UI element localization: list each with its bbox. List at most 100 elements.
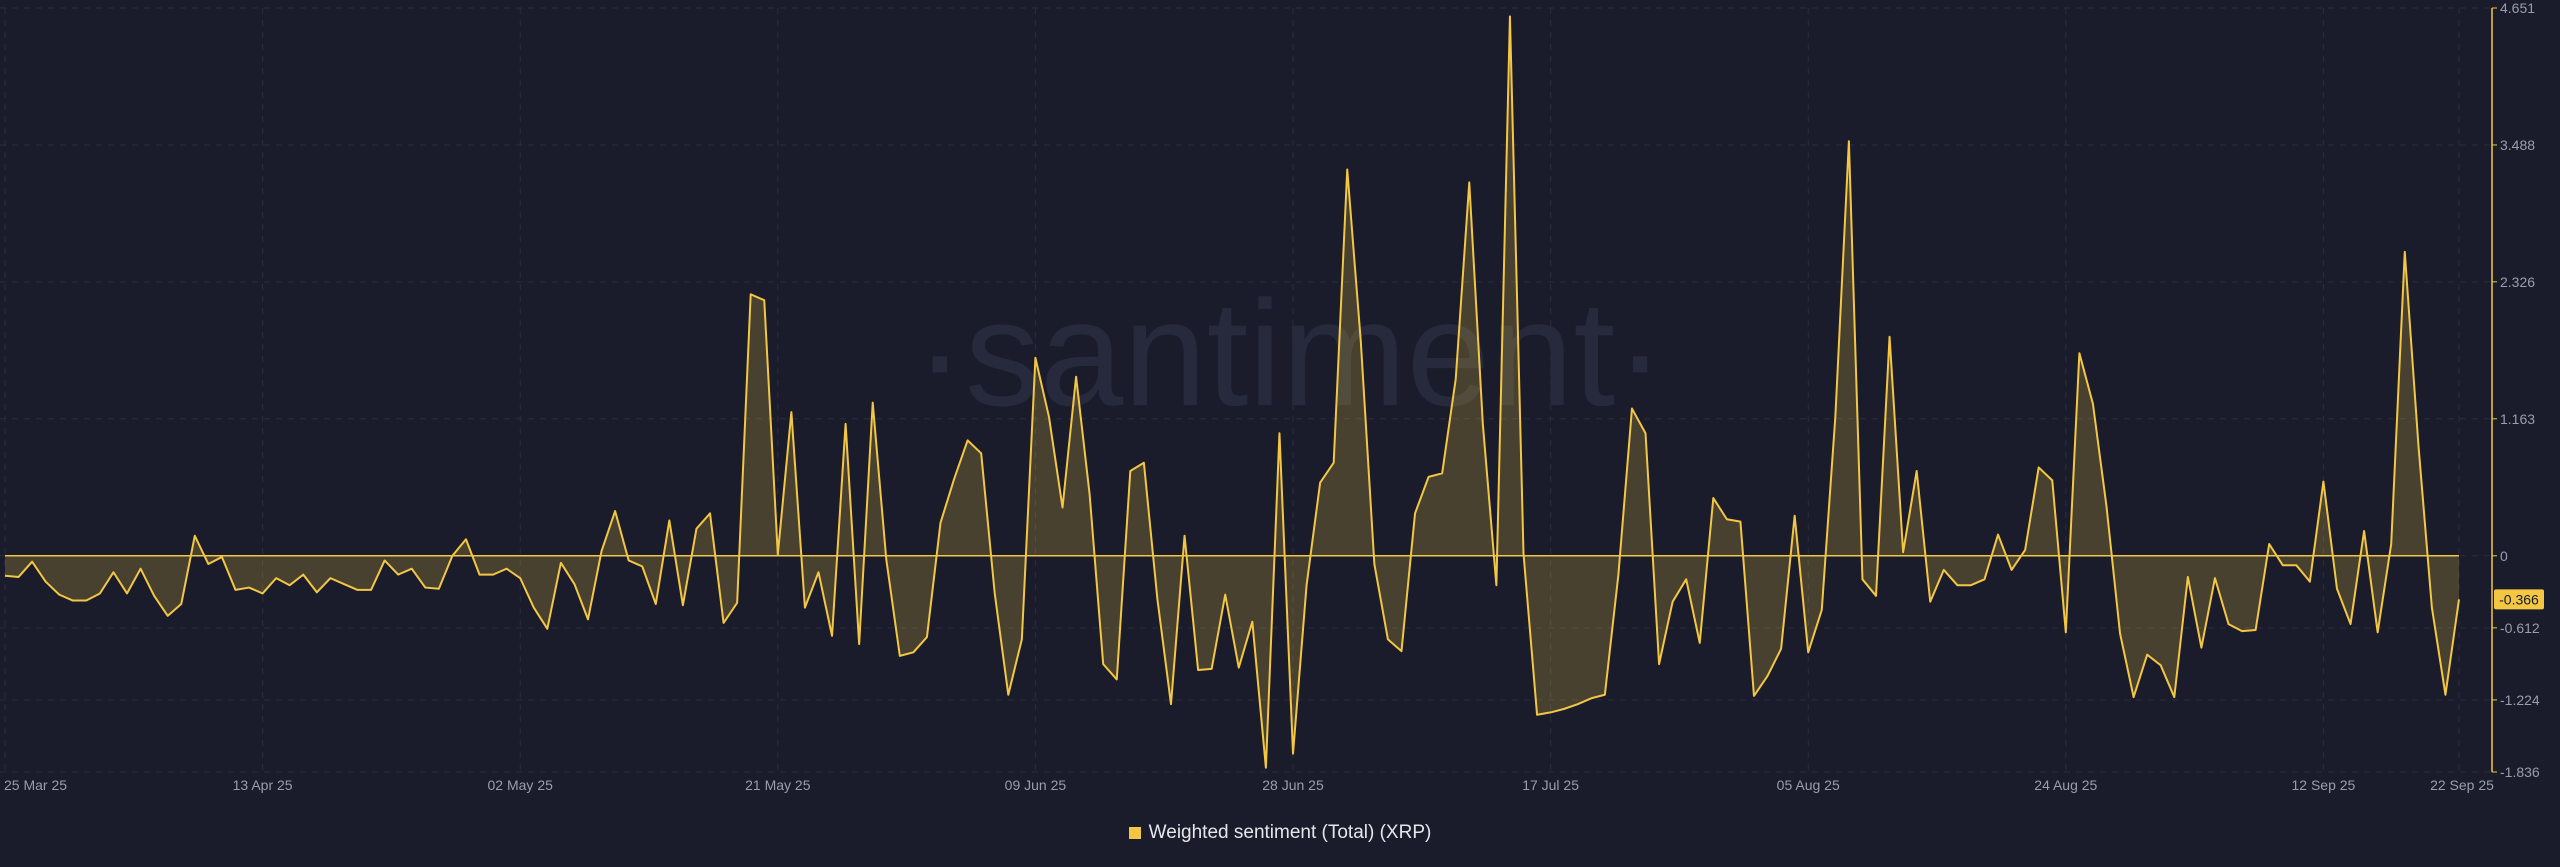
data-point[interactable] <box>1276 430 1282 436</box>
data-point[interactable] <box>490 572 496 578</box>
data-point[interactable] <box>355 587 361 593</box>
data-point[interactable] <box>205 561 211 567</box>
data-point[interactable] <box>83 598 89 604</box>
data-point[interactable] <box>1859 576 1865 582</box>
data-point[interactable] <box>1968 582 1974 588</box>
data-point[interactable] <box>151 593 157 599</box>
series-line-weighted-sentiment[interactable] <box>4 15 2460 769</box>
data-point[interactable] <box>1019 636 1025 642</box>
data-point[interactable] <box>409 566 415 572</box>
data-point[interactable] <box>1317 480 1323 486</box>
data-point[interactable] <box>2049 477 2055 483</box>
data-point[interactable] <box>1141 460 1147 466</box>
data-point[interactable] <box>1385 636 1391 642</box>
data-point[interactable] <box>843 421 849 427</box>
data-point[interactable] <box>449 553 455 559</box>
data-point[interactable] <box>1222 592 1228 598</box>
data-point[interactable] <box>1981 576 1987 582</box>
data-point[interactable] <box>110 569 116 575</box>
data-point[interactable] <box>599 548 605 554</box>
data-point[interactable] <box>382 557 388 563</box>
data-point[interactable] <box>1887 334 1893 340</box>
data-point[interactable] <box>1588 695 1594 701</box>
data-point[interactable] <box>1087 492 1093 498</box>
data-point[interactable] <box>1493 582 1499 588</box>
data-point[interactable] <box>16 574 22 580</box>
data-point[interactable] <box>721 620 727 626</box>
data-point[interactable] <box>788 409 794 415</box>
data-point[interactable] <box>1168 701 1174 707</box>
data-point[interactable] <box>897 653 903 659</box>
data-point[interactable] <box>2293 562 2299 568</box>
data-point[interactable] <box>1737 519 1743 525</box>
data-point[interactable] <box>992 590 998 596</box>
data-point[interactable] <box>246 585 252 591</box>
data-point[interactable] <box>802 605 808 611</box>
data-point[interactable] <box>1832 414 1838 420</box>
data-point[interactable] <box>2388 541 2394 547</box>
data-point[interactable] <box>1520 550 1526 556</box>
data-point[interactable] <box>2429 605 2435 611</box>
data-point[interactable] <box>1236 665 1242 671</box>
data-point[interactable] <box>2361 528 2367 534</box>
data-point[interactable] <box>1073 374 1079 380</box>
data-point[interactable] <box>2280 562 2286 568</box>
data-point[interactable] <box>232 587 238 593</box>
data-point[interactable] <box>775 552 781 558</box>
data-point[interactable] <box>165 613 171 619</box>
data-point[interactable] <box>2144 652 2150 658</box>
data-point[interactable] <box>924 634 930 640</box>
data-point[interactable] <box>1710 495 1716 501</box>
data-point[interactable] <box>1534 712 1540 718</box>
data-point[interactable] <box>1724 516 1730 522</box>
data-point[interactable] <box>436 586 442 592</box>
data-point[interactable] <box>612 508 618 514</box>
data-point[interactable] <box>2090 401 2096 407</box>
data-point[interactable] <box>680 602 686 608</box>
data-point[interactable] <box>1182 533 1188 539</box>
data-point[interactable] <box>1060 504 1066 510</box>
data-point[interactable] <box>1127 468 1133 474</box>
data-point[interactable] <box>1100 661 1106 667</box>
data-point[interactable] <box>97 590 103 596</box>
data-point[interactable] <box>761 297 767 303</box>
data-point[interactable] <box>43 579 49 585</box>
data-point[interactable] <box>870 400 876 406</box>
data-point[interactable] <box>2171 694 2177 700</box>
data-point[interactable] <box>2375 629 2381 635</box>
data-point[interactable] <box>2131 694 2137 700</box>
data-point[interactable] <box>883 556 889 562</box>
data-point[interactable] <box>1792 513 1798 519</box>
data-point[interactable] <box>1426 474 1432 480</box>
data-point[interactable] <box>192 533 198 539</box>
data-point[interactable] <box>1683 576 1689 582</box>
data-point[interactable] <box>2415 441 2421 447</box>
data-point[interactable] <box>2348 621 2354 627</box>
data-point[interactable] <box>1195 667 1201 673</box>
data-point[interactable] <box>2266 541 2272 547</box>
data-point[interactable] <box>1643 430 1649 436</box>
data-point[interactable] <box>910 649 916 655</box>
data-point[interactable] <box>1914 468 1920 474</box>
data-point[interactable] <box>1398 648 1404 654</box>
data-point[interactable] <box>1751 693 1757 699</box>
data-point[interactable] <box>1466 179 1472 185</box>
data-point[interactable] <box>2253 627 2259 633</box>
data-point[interactable] <box>1602 692 1608 698</box>
data-point[interactable] <box>544 626 550 632</box>
data-point[interactable] <box>639 563 645 569</box>
data-point[interactable] <box>1290 751 1296 757</box>
data-point[interactable] <box>2103 503 2109 509</box>
data-point[interactable] <box>2320 479 2326 485</box>
data-point[interactable] <box>1900 549 1906 555</box>
data-point[interactable] <box>477 572 483 578</box>
data-point[interactable] <box>1575 701 1581 707</box>
data-point[interactable] <box>1263 765 1269 771</box>
data-point[interactable] <box>626 557 632 563</box>
data-point[interactable] <box>368 587 374 593</box>
data-point[interactable] <box>2185 574 2191 580</box>
data-point[interactable] <box>1209 666 1215 672</box>
data-point[interactable] <box>2 573 8 579</box>
data-point[interactable] <box>341 581 347 587</box>
data-point[interactable] <box>1304 582 1310 588</box>
